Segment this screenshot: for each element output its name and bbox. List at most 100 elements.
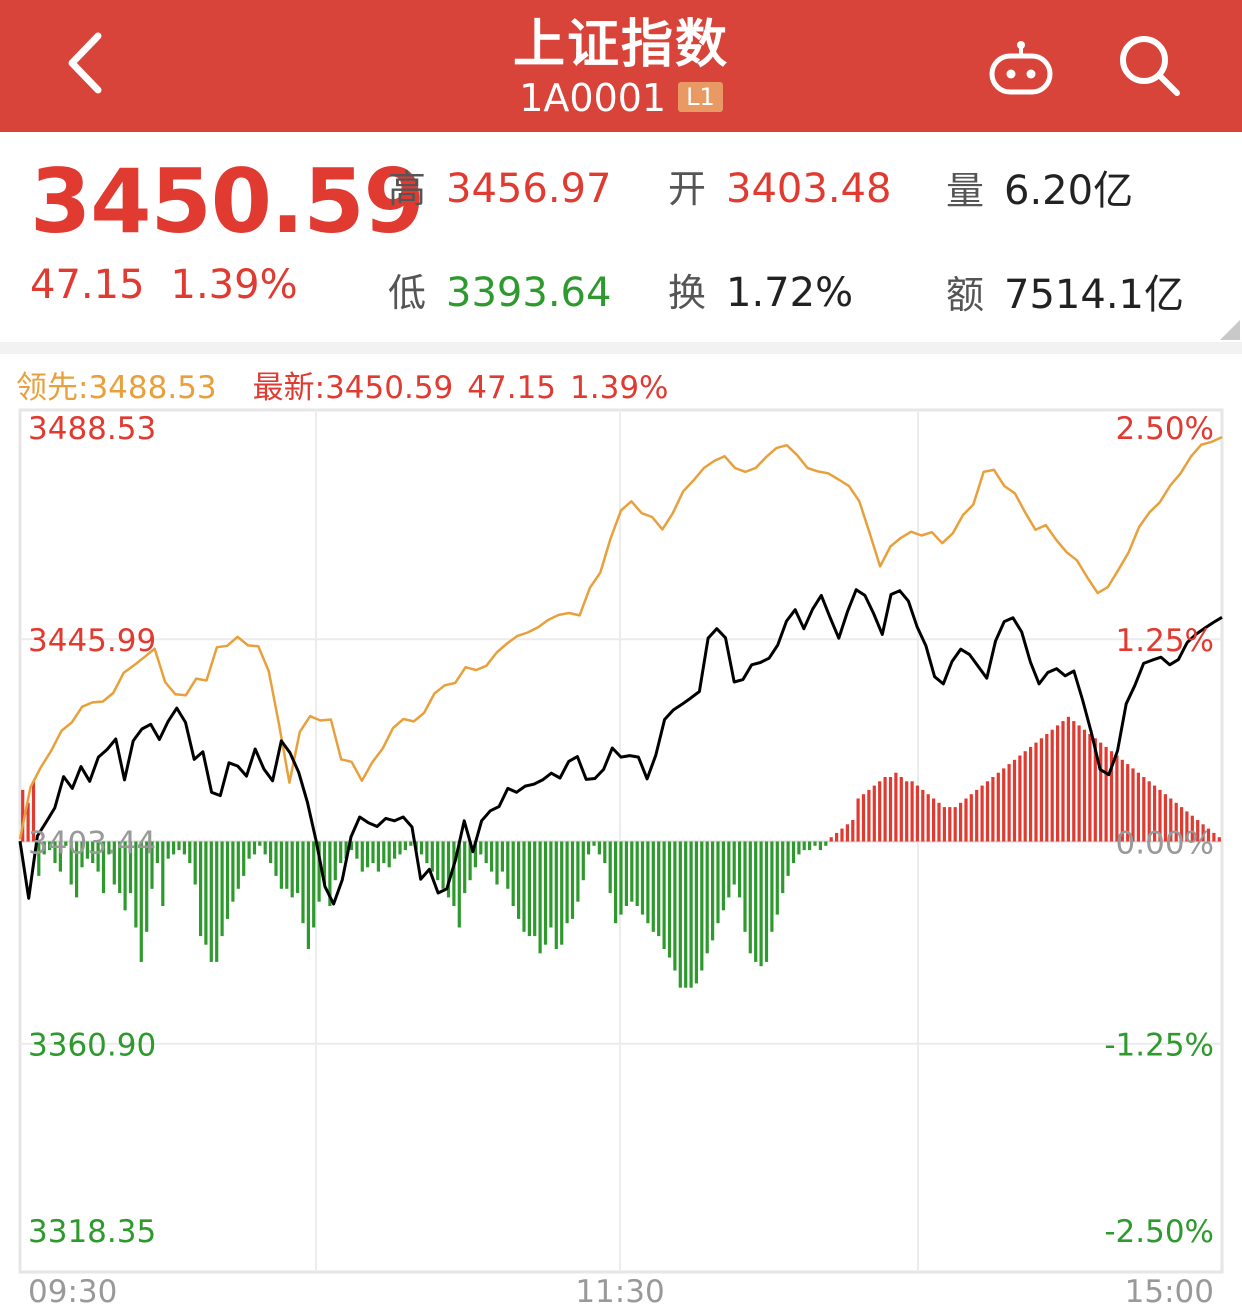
volume-bar xyxy=(328,841,332,906)
volume-bar xyxy=(1153,785,1157,842)
volume-bar xyxy=(797,841,801,855)
volume-bar xyxy=(980,785,984,842)
volume-bar xyxy=(85,841,89,859)
volume-bar xyxy=(1206,828,1211,842)
percent-axis-label: 1.25% xyxy=(1116,623,1214,659)
volume-bar xyxy=(161,841,165,906)
volume-bar xyxy=(657,841,661,937)
volume-bar xyxy=(479,841,483,855)
volume-bar xyxy=(878,781,882,842)
volume-bar xyxy=(166,841,170,859)
volume-bar xyxy=(581,841,585,881)
volume-bar xyxy=(118,841,122,894)
volume-bar xyxy=(549,841,553,928)
volume-bar xyxy=(689,841,693,988)
turnover-label: 换 xyxy=(668,271,707,315)
volume-bar xyxy=(1169,798,1173,842)
volume-bar xyxy=(533,841,537,937)
volume-bar xyxy=(1088,734,1092,842)
amount-value: 7514.1亿 xyxy=(1004,272,1184,318)
volume-bar xyxy=(236,841,240,889)
volume-bar xyxy=(495,841,499,885)
volume-bar xyxy=(764,841,769,962)
chart-legend: 领先:3488.53 最新:3450.59 47.15 1.39% xyxy=(16,362,683,407)
volume-bar xyxy=(134,841,138,928)
legend-leading: 领先:3488.53 xyxy=(16,370,217,406)
volume-bar xyxy=(463,841,467,894)
percent-axis-label: 2.50% xyxy=(1116,411,1214,447)
volume-bar xyxy=(382,841,386,863)
volume-bar xyxy=(1126,764,1130,842)
volume-bar xyxy=(969,794,973,842)
volume-bar xyxy=(425,841,429,863)
volume-bar xyxy=(786,841,790,876)
robot-assistant-icon[interactable] xyxy=(988,40,1054,96)
volume-bar xyxy=(252,841,257,855)
volume-bar xyxy=(360,841,364,872)
volume-bar xyxy=(630,841,634,902)
volume-bar xyxy=(1180,807,1184,842)
volume-bar xyxy=(193,841,197,885)
search-icon[interactable] xyxy=(1116,32,1182,98)
volume-bar xyxy=(1120,759,1124,842)
volume-bar xyxy=(1115,755,1119,842)
time-axis-label: 09:30 xyxy=(28,1274,117,1310)
volume-bar xyxy=(403,841,407,851)
volume-bar xyxy=(1147,781,1151,842)
volume-bar xyxy=(301,841,305,924)
volume-bar xyxy=(608,841,612,894)
volume-bar xyxy=(845,824,849,842)
volume-bar xyxy=(781,841,785,894)
volume-bar xyxy=(1056,725,1060,842)
volume-bar xyxy=(436,841,440,881)
volume-bar xyxy=(139,841,143,962)
volume-bar xyxy=(1217,837,1221,842)
volume-bar xyxy=(247,841,251,859)
expand-corner-icon[interactable] xyxy=(1220,320,1240,340)
open-value: 3403.48 xyxy=(726,166,892,212)
volume-bar xyxy=(398,841,402,855)
volume-bar xyxy=(91,841,95,863)
price-axis-label: 3318.35 xyxy=(28,1214,156,1250)
last-price: 3450.59 xyxy=(30,150,425,253)
volume-bar xyxy=(274,841,278,876)
volume-bar xyxy=(209,841,213,962)
volume-bar xyxy=(624,841,628,906)
volume-bar xyxy=(926,794,930,842)
volume-bar xyxy=(172,841,176,855)
volume-bar xyxy=(565,841,569,924)
volume-bar xyxy=(177,841,181,851)
volume-bar xyxy=(522,841,526,932)
volume-bar xyxy=(1072,721,1076,842)
volume-bar xyxy=(991,777,995,842)
volume-bar xyxy=(1104,746,1108,842)
volume-bar xyxy=(1007,764,1011,842)
high-stat: 高 3456.97 xyxy=(388,158,611,213)
volume-bar xyxy=(506,841,510,889)
intraday-chart[interactable]: 3488.53 3445.99 3403.44 3360.90 3318.35 2.50%… xyxy=(0,400,1242,1314)
volume-bar xyxy=(517,841,521,919)
volume-bar xyxy=(96,841,100,872)
volume-bar xyxy=(376,841,380,872)
volume-bar xyxy=(279,841,283,889)
volume-bar xyxy=(1045,734,1049,842)
volume-bar xyxy=(818,841,822,851)
volume-bar xyxy=(128,841,133,894)
volume-bar xyxy=(500,841,504,872)
volume-bar xyxy=(959,802,963,842)
volume-bar xyxy=(619,841,623,915)
volume-bar xyxy=(182,841,186,855)
volume-bar xyxy=(721,841,725,911)
volume-bar xyxy=(1077,725,1081,842)
low-value: 3393.64 xyxy=(446,270,612,316)
back-arrow-icon[interactable] xyxy=(58,28,118,98)
volume-bar xyxy=(1136,772,1140,842)
volume-bar xyxy=(101,841,106,894)
volume-bar xyxy=(333,841,337,881)
volume-bar xyxy=(824,841,828,846)
volume-bar xyxy=(921,789,925,842)
volume-bar xyxy=(867,789,871,842)
volume-bar xyxy=(112,841,116,885)
volume-bar xyxy=(802,841,806,851)
change-percent: 1.39% xyxy=(170,262,298,308)
